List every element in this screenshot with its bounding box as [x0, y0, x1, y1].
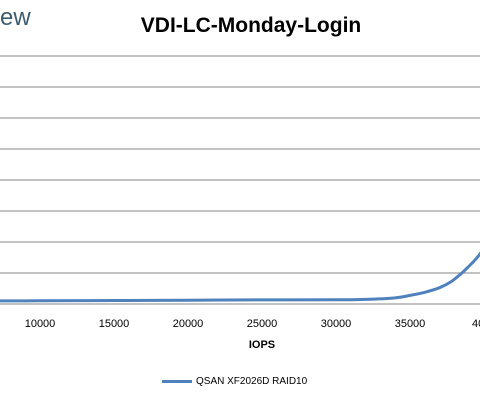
series-group	[0, 251, 480, 303]
x-tick-label: 15000	[99, 318, 130, 330]
legend: QSAN XF2026D RAID10	[162, 374, 307, 388]
x-tick-label: 40	[472, 318, 480, 330]
x-tick-label: 20000	[173, 318, 204, 330]
legend-swatch	[162, 379, 192, 383]
x-axis-title: IOPS	[249, 339, 275, 351]
x-tick-label: 35000	[395, 318, 426, 330]
chart-title: VDI-LC-Monday-Login	[140, 14, 362, 37]
x-tick-labels: 10000 15000 20000 25000 30000 35000 40	[25, 318, 480, 330]
legend-label: QSAN XF2026D RAID10	[196, 375, 308, 387]
x-tick-label: 10000	[25, 318, 56, 330]
x-tick-label: 30000	[321, 318, 352, 330]
x-tick-label: 25000	[247, 318, 278, 330]
gridlines	[0, 55, 480, 274]
series-line	[0, 251, 480, 303]
logo-fragment: ew	[0, 4, 31, 31]
